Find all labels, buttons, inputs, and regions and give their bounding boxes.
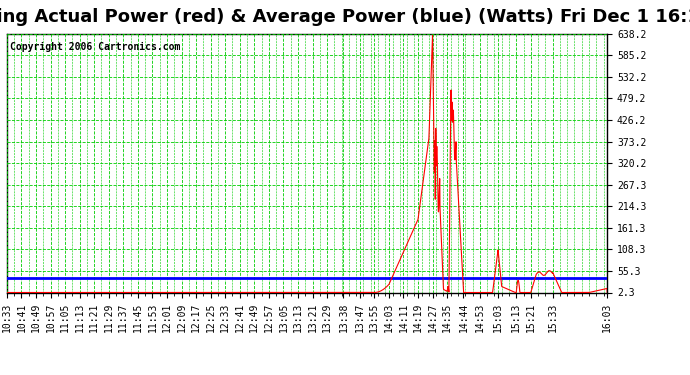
Text: West String Actual Power (red) & Average Power (blue) (Watts) Fri Dec 1 16:10: West String Actual Power (red) & Average… — [0, 8, 690, 26]
Text: Copyright 2006 Cartronics.com: Copyright 2006 Cartronics.com — [10, 42, 180, 51]
